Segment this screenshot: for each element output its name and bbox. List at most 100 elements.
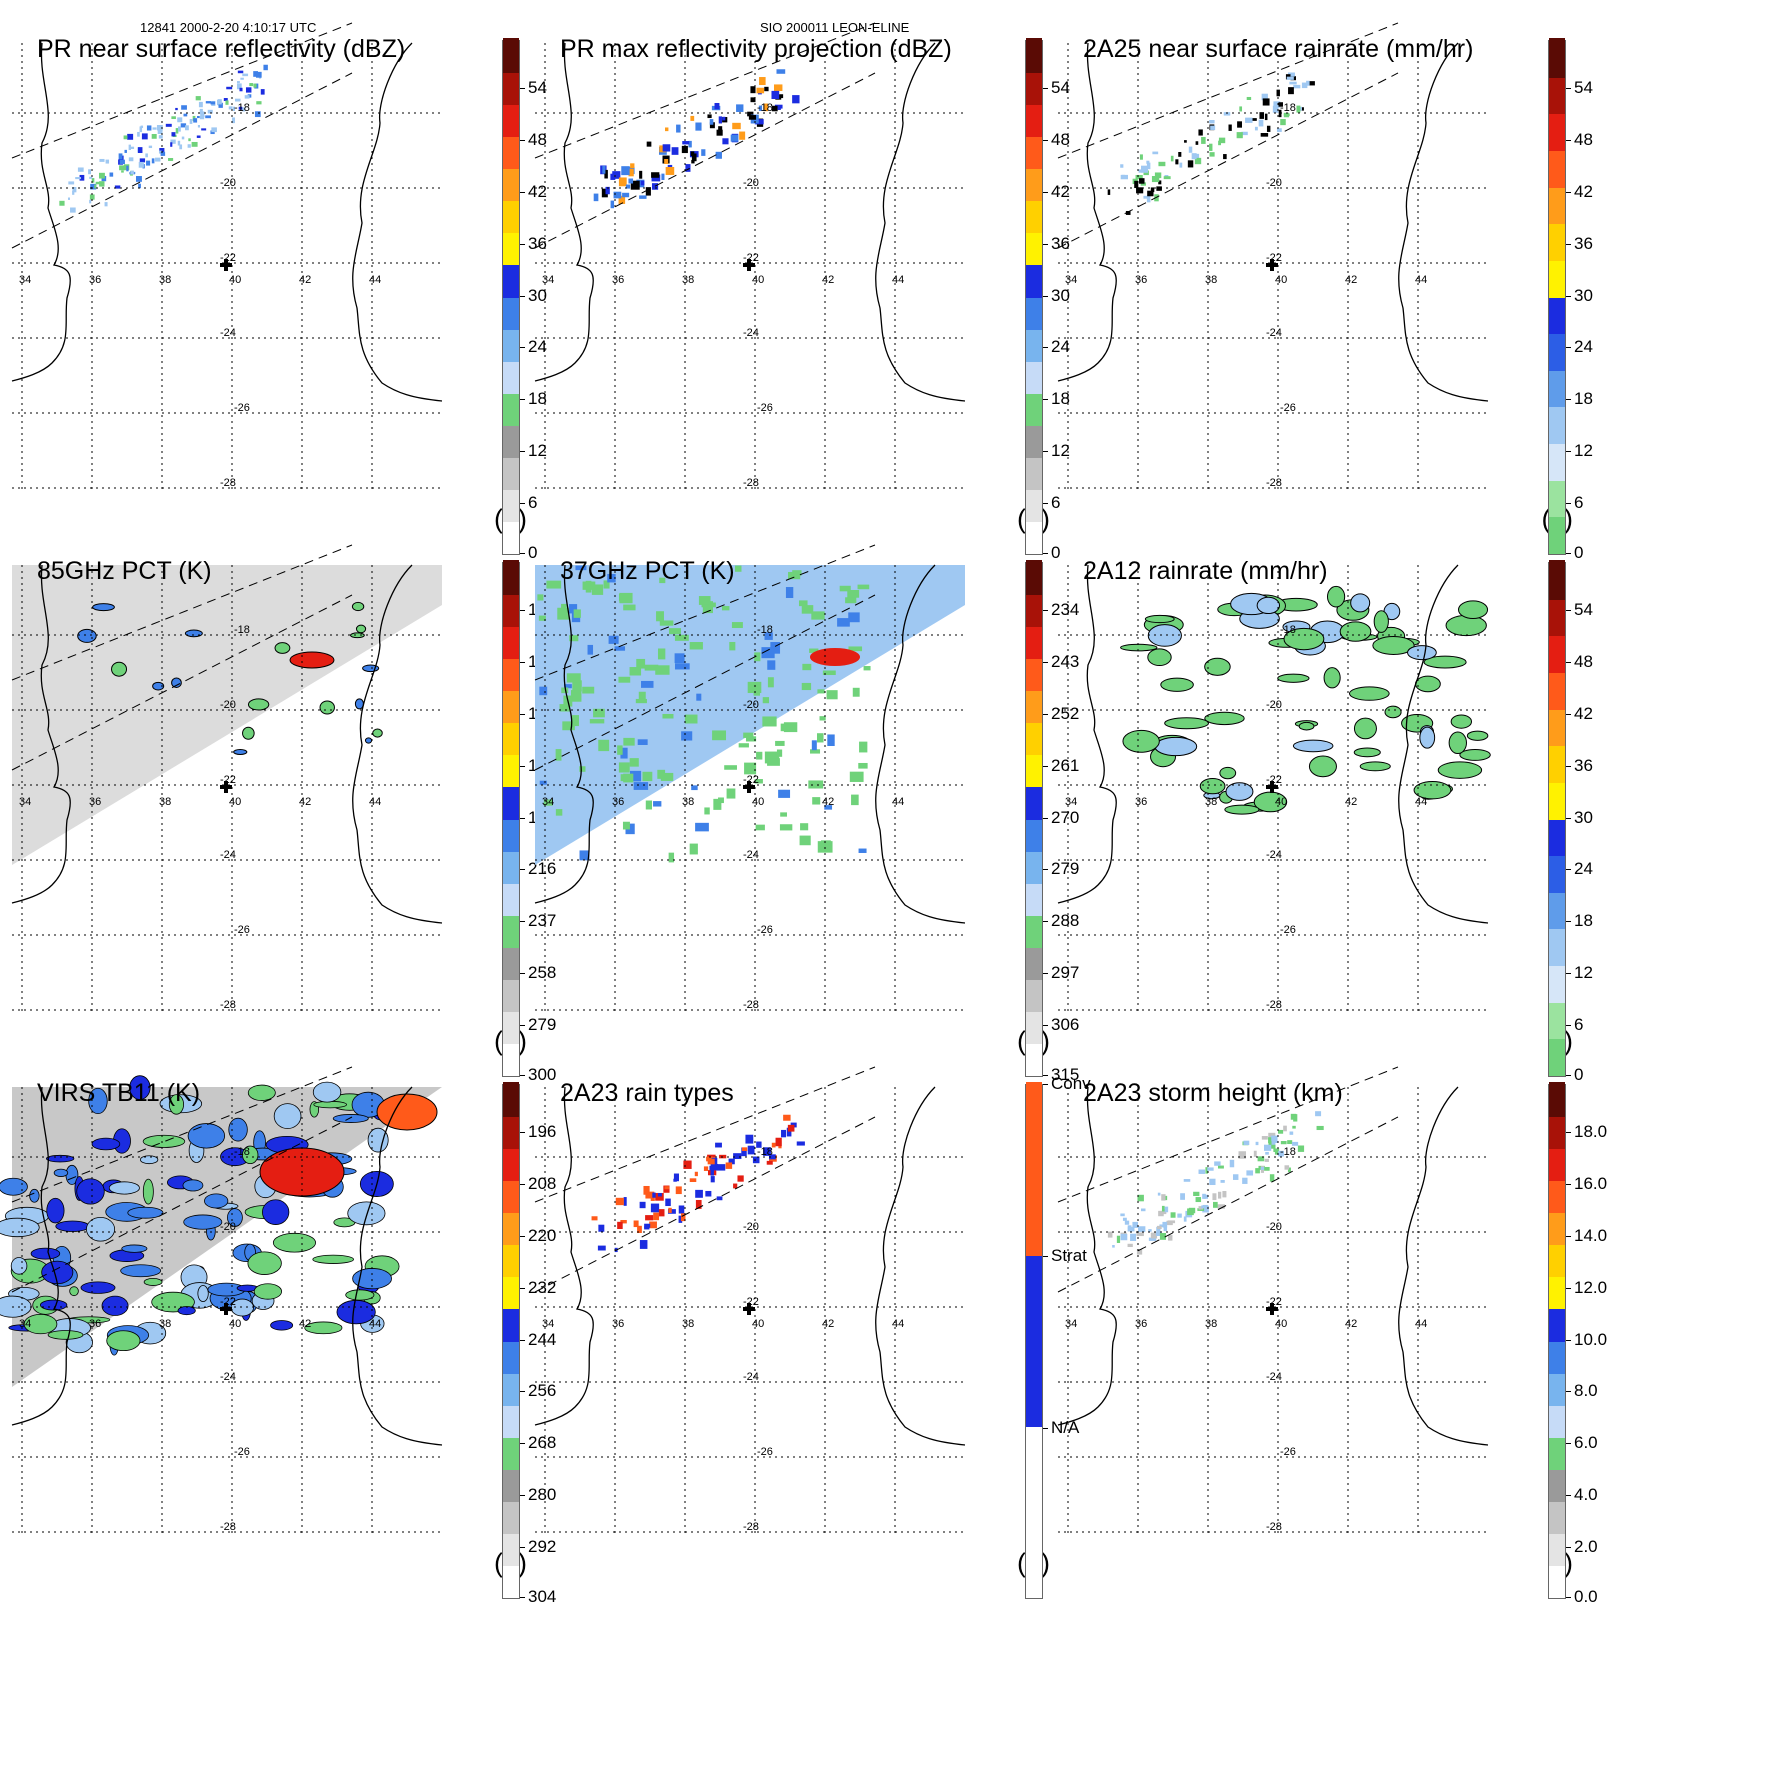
lon-label: 44 (892, 796, 904, 808)
colorbar-tick-label: 6 (1565, 1015, 1584, 1035)
colorbar-segment (1549, 597, 1565, 637)
colorbar-tick-label: 30 (1566, 285, 1593, 305)
colorbar-segment (1549, 1531, 1565, 1566)
lon-label: 38 (682, 1318, 694, 1330)
colorbar-segment (503, 455, 519, 490)
lon-label: 36 (612, 1318, 624, 1330)
colorbar-segment (503, 230, 519, 266)
lon-label: 44 (892, 274, 904, 286)
colorbar-segment (1549, 294, 1565, 335)
lat-label: -26 (234, 402, 250, 414)
colorbar-segment (1026, 134, 1042, 170)
lon-label: 42 (299, 1318, 311, 1330)
lat-label: -28 (220, 477, 236, 489)
colorbar-tick-label: 54 (520, 78, 547, 97)
colorbar-tick-label: 36 (520, 233, 547, 253)
colorbar-tick-label: 30 (1566, 807, 1593, 827)
storm-center-marker (743, 781, 755, 793)
colorbar-segment (503, 1531, 519, 1566)
colorbar-tick-label: 288 (1042, 911, 1080, 931)
lat-label: -18 (234, 624, 250, 636)
lon-label: 38 (1205, 1318, 1217, 1330)
lat-label: -22 (220, 252, 236, 264)
colorbar-tick-label: 24 (520, 337, 547, 357)
colorbar-segment (503, 294, 519, 330)
colorbar-segment (1549, 1210, 1565, 1246)
colorbar-segment (503, 1242, 519, 1278)
lat-label: -24 (1266, 849, 1282, 861)
colorbar-segment (1026, 977, 1042, 1012)
colorbar-tick-label: 18 (520, 389, 547, 409)
lat-label: -24 (1266, 1371, 1282, 1383)
colorbar-tick-label: 297 (1042, 963, 1080, 983)
colorbar-segment (503, 1274, 519, 1310)
colorbar-tick-label: 0.0 (1566, 1587, 1598, 1606)
lat-label: -18 (234, 1146, 250, 1158)
colorbar-segment (503, 359, 519, 394)
colorbar-segment (1549, 1403, 1565, 1438)
colorbar-tick-label: 12.0 (1565, 1277, 1608, 1297)
colorbar-segment (1549, 441, 1565, 481)
colorbar-segment (1026, 592, 1042, 628)
colorbar-segment (1549, 707, 1565, 747)
colorbar-tick-label: 0 (1565, 543, 1584, 562)
storm-center-marker (1266, 1303, 1278, 1315)
map-panel-f: 34 36 38 40 42 44 -18 -20 -22 -24 -26 -28 2A12 rainr… (1057, 557, 1638, 1160)
lat-label: -20 (743, 177, 759, 189)
colorbar-tick-label: 258 (519, 963, 557, 983)
colorbar-ticks: 234 243 252 261 270 279 288 297 306 315 (1042, 560, 1117, 1084)
madagascar-coastline (875, 564, 966, 924)
storm-center-marker (1266, 781, 1278, 793)
map-panel-h: 34 36 38 40 42 44 -18 -20 -22 -24 -26 -28 2A23 rain … (534, 1066, 1115, 1682)
lon-label: 42 (1345, 1318, 1357, 1330)
colorbar-tick-label: 30 (1043, 285, 1070, 305)
colorbar-tick-label: 54 (1566, 600, 1593, 619)
colorbar (1025, 38, 1043, 555)
panel-title: VIRS TB11 (K) (37, 1079, 201, 1107)
colorbar-segment (1549, 1467, 1565, 1502)
map-panel-i: 34 36 38 40 42 44 -18 -20 -22 -24 -26 -28 2A23 storm… (1057, 1066, 1638, 1682)
swath-edge-line (11, 594, 353, 771)
africa-coastline (11, 564, 71, 904)
colorbar-segment (1026, 881, 1042, 916)
colorbar-segment (1026, 1009, 1042, 1044)
colorbar-tick-label: N/A (1042, 1418, 1080, 1437)
colorbar-segment (1549, 111, 1565, 151)
precip-field (1107, 1111, 1324, 1255)
colorbar-segment (1549, 816, 1565, 857)
lon-label: 44 (1415, 796, 1427, 808)
colorbar-tick-label: 208 (519, 1173, 557, 1193)
colorbar-segment (1026, 70, 1042, 106)
swath-edge-line (1057, 1066, 1399, 1203)
africa-coastline (11, 42, 71, 382)
colorbar-segment (1549, 1114, 1565, 1150)
lat-label: -28 (220, 1521, 236, 1533)
colorbar-segment (503, 1403, 519, 1438)
colorbar-tick-label: 220 (519, 1225, 557, 1245)
africa-coastline (534, 42, 594, 382)
colorbar-segment (1026, 752, 1042, 788)
colorbar-segment (1549, 926, 1565, 967)
lon-label: 42 (299, 796, 311, 808)
africa-coastline (534, 564, 594, 904)
storm-center-marker (743, 1303, 755, 1315)
colorbar-tick-label: 24 (1043, 337, 1070, 357)
colorbar-segment (503, 849, 519, 884)
map-panel-b: 34 36 38 40 42 44 -18 -20 -22 -24 -26 -28 PR max ref… (534, 22, 1115, 638)
colorbar-segment (503, 327, 519, 362)
colorbar-segment (503, 592, 519, 628)
colorbar (1548, 38, 1566, 555)
colorbar-segment (1026, 1041, 1042, 1076)
colorbar (502, 38, 520, 555)
lon-label: 42 (1345, 796, 1357, 808)
colorbar-segment (1549, 560, 1565, 600)
madagascar-coastline (875, 42, 966, 402)
lon-label: 38 (159, 796, 171, 808)
lat-label: -18 (757, 102, 773, 114)
colorbar-tick-label: 196 (519, 1122, 557, 1141)
colorbar-segment (503, 1114, 519, 1150)
colorbar-segment (503, 784, 519, 820)
lat-label: -20 (743, 1221, 759, 1233)
lat-label: -24 (220, 327, 236, 339)
lon-label: 36 (89, 274, 101, 286)
